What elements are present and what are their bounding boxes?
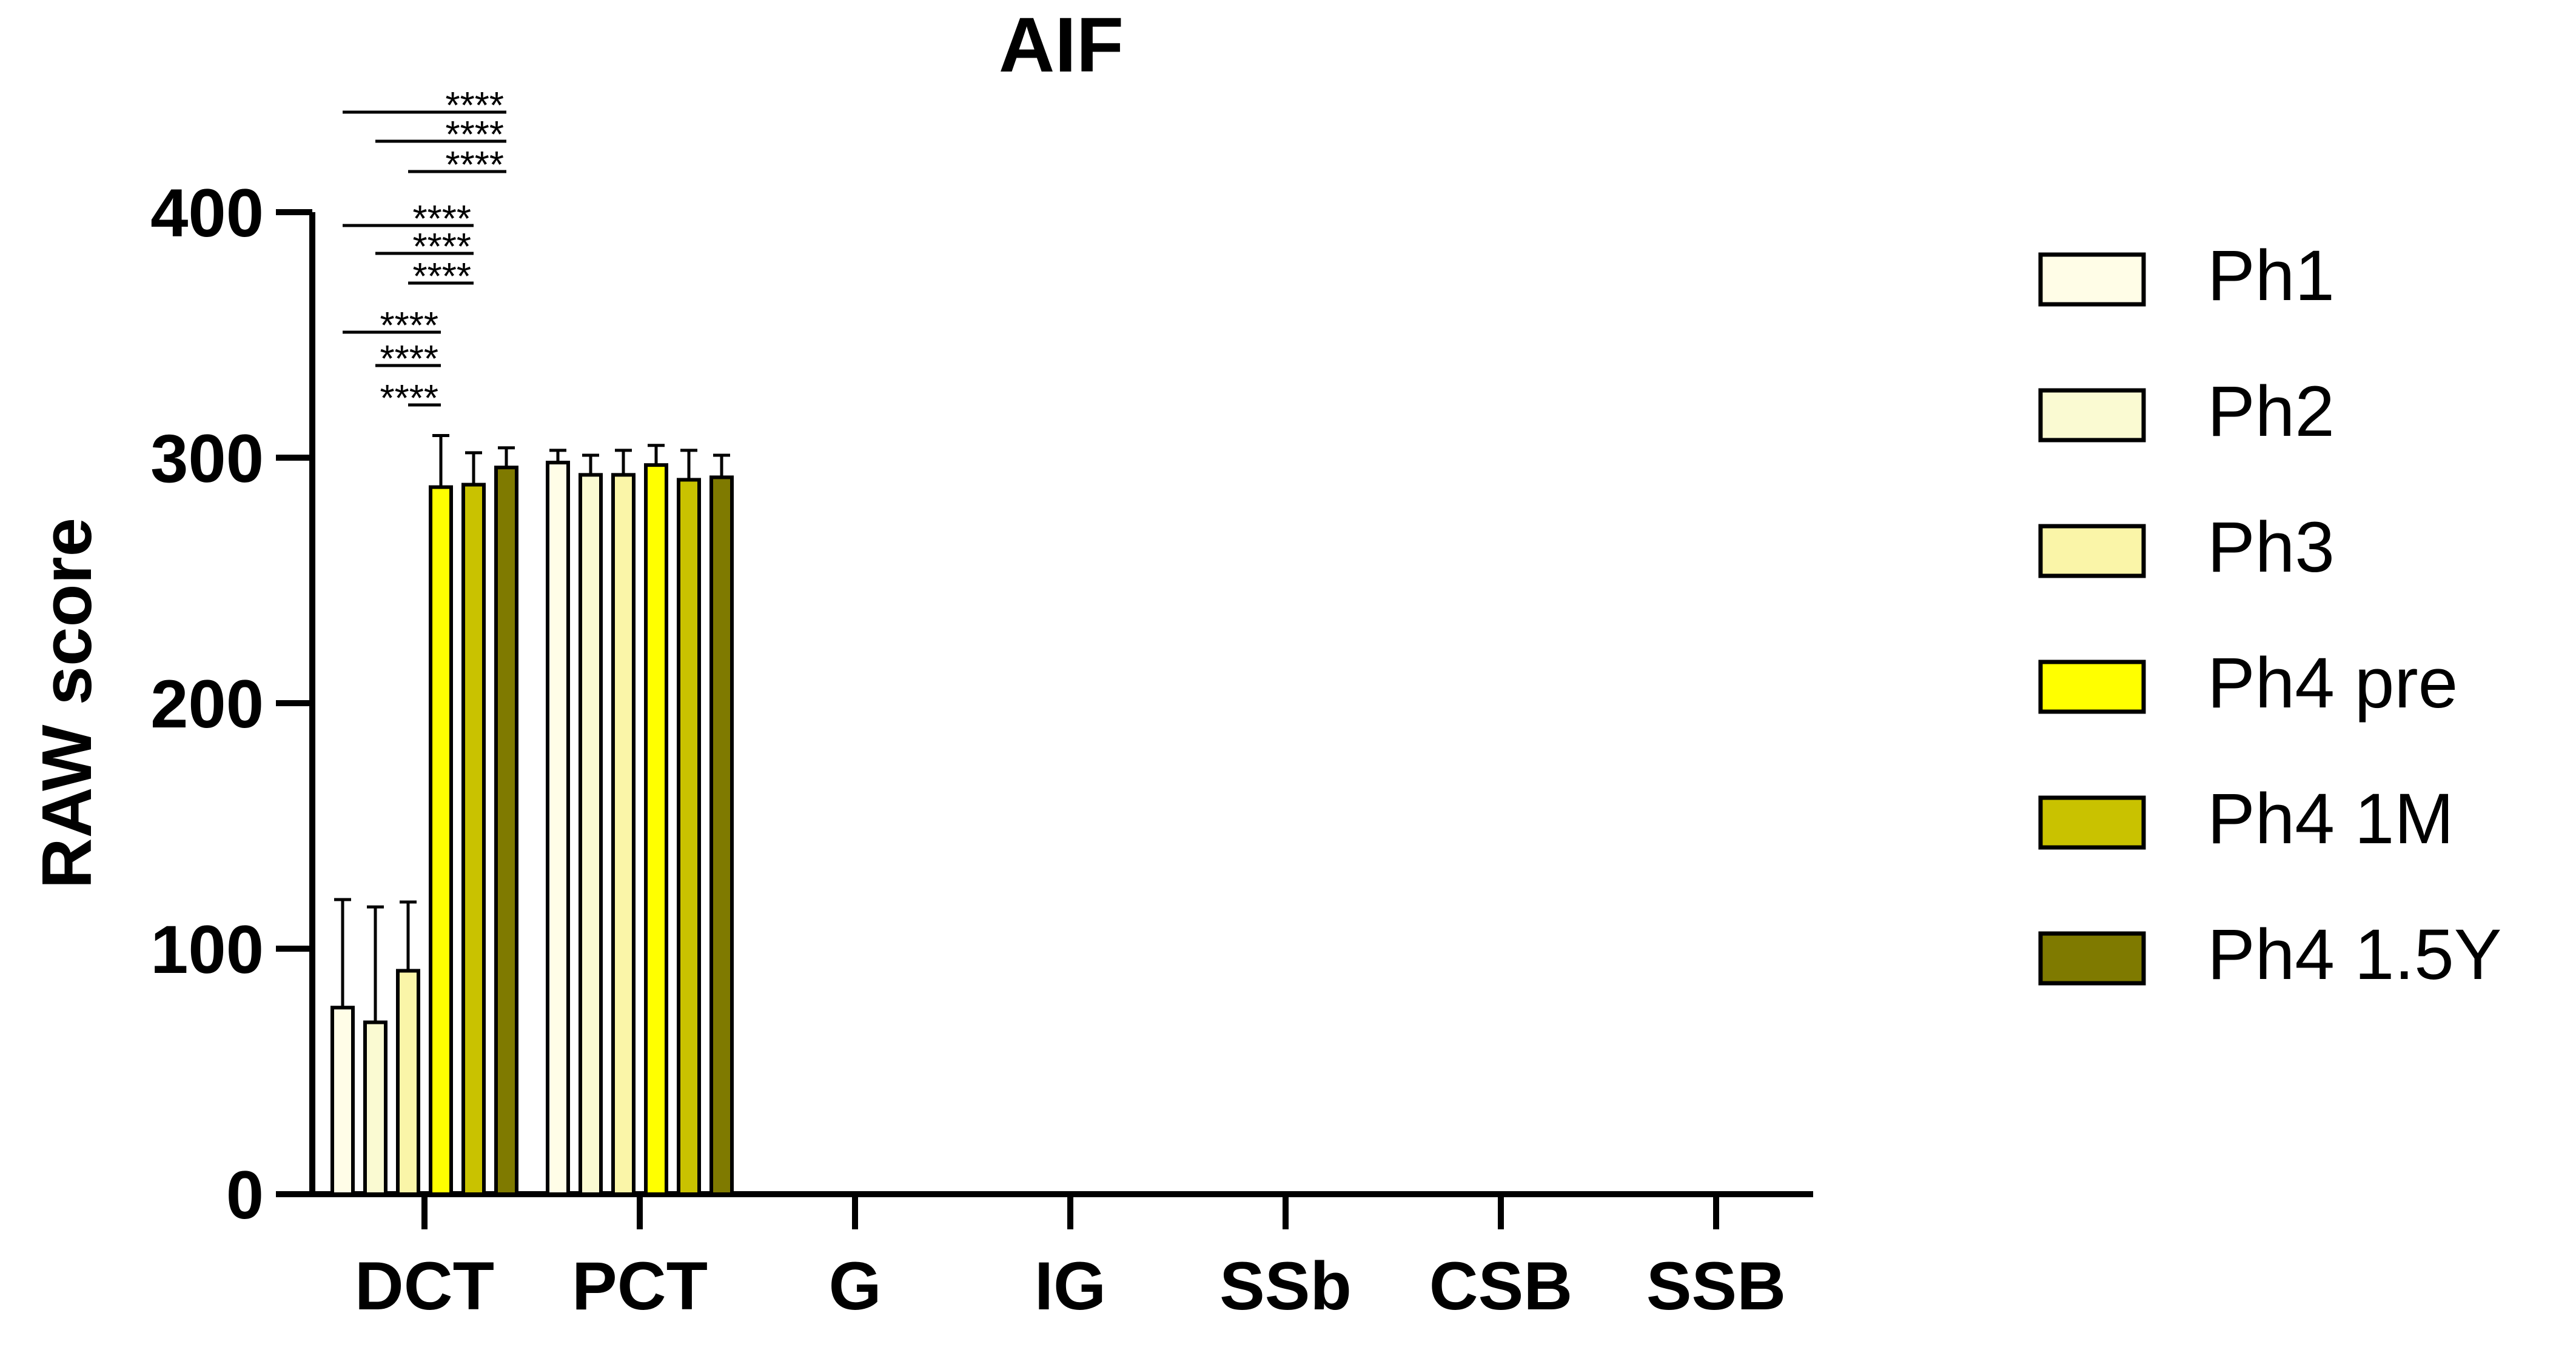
y-axis-label: RAW score — [27, 518, 106, 889]
legend-label: Ph1 — [2207, 236, 2335, 316]
significance-label: **** — [380, 378, 438, 419]
legend-swatch — [2038, 931, 2146, 986]
y-tick-label: 200 — [150, 666, 264, 742]
significance-label: **** — [412, 198, 471, 240]
x-tick-label: G — [828, 1248, 881, 1324]
y-tick-label: 300 — [150, 421, 264, 496]
significance-label: **** — [412, 226, 471, 268]
x-tick-label: SSb — [1219, 1248, 1352, 1324]
legend-swatch — [2038, 252, 2146, 307]
x-tick-label: DCT — [355, 1248, 494, 1324]
y-tick-label: 100 — [150, 912, 264, 987]
legend-label: Ph4 1.5Y — [2207, 915, 2501, 995]
x-tick-label: CSB — [1429, 1248, 1572, 1324]
significance-label: **** — [380, 305, 438, 347]
bar — [546, 461, 570, 1196]
bar — [677, 478, 701, 1197]
y-tick-label: 400 — [150, 175, 264, 251]
bar — [363, 1020, 387, 1196]
legend-swatch — [2038, 388, 2146, 443]
bar — [461, 483, 486, 1196]
significance-label: **** — [445, 144, 504, 186]
legend-swatch — [2038, 524, 2146, 578]
bar — [429, 485, 453, 1196]
chart-title: AIF — [999, 2, 1124, 89]
legend-swatch — [2038, 795, 2146, 850]
x-tick-label: IG — [1035, 1248, 1106, 1324]
x-tick-label: PCT — [572, 1248, 708, 1324]
legend-label: Ph4 1M — [2207, 779, 2454, 859]
x-tick-label: SSB — [1646, 1248, 1786, 1324]
legend-swatch — [2038, 660, 2146, 714]
bar — [709, 475, 734, 1196]
significance-label: **** — [445, 85, 504, 127]
legend-label: Ph2 — [2207, 372, 2335, 452]
significance-label: **** — [445, 114, 504, 156]
bar — [330, 1006, 355, 1196]
significance-label: **** — [380, 338, 438, 380]
significance-label: **** — [412, 256, 471, 298]
bar — [494, 466, 518, 1197]
bar — [396, 969, 420, 1196]
y-tick-label: 0 — [226, 1157, 264, 1233]
bar — [579, 473, 603, 1196]
bar — [644, 463, 668, 1196]
significance-annotations: ************************************ — [343, 85, 506, 419]
bar — [611, 473, 636, 1196]
legend-label: Ph4 pre — [2207, 643, 2458, 723]
plot-area: 0 100 200 300 400 DCT PCT G IG SSb CSB SSB — [150, 175, 1813, 1324]
legend: Ph1 Ph2 Ph3 Ph4 pre Ph4 1M Ph4 1.5Y — [2038, 236, 2501, 995]
legend-label: Ph3 — [2207, 507, 2335, 587]
